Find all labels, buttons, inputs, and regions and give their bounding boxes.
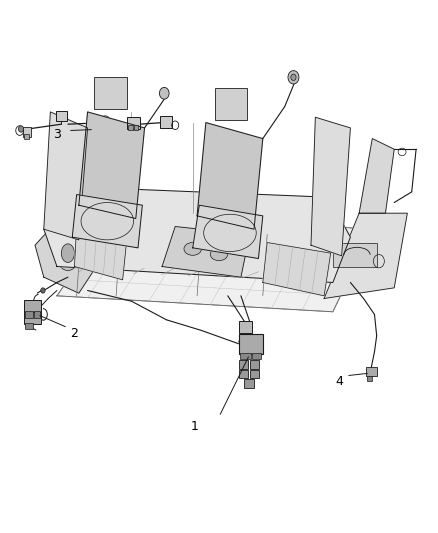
Bar — [250, 360, 259, 369]
Bar — [24, 312, 41, 324]
Polygon shape — [79, 112, 145, 219]
Bar — [25, 323, 33, 329]
Bar — [366, 367, 377, 376]
Ellipse shape — [210, 248, 228, 261]
Bar — [94, 77, 127, 109]
Polygon shape — [35, 221, 96, 293]
Text: 1: 1 — [191, 420, 199, 433]
Bar — [23, 127, 31, 137]
Bar — [244, 379, 254, 388]
Bar — [250, 370, 259, 378]
Bar — [24, 300, 41, 312]
Bar — [333, 243, 377, 266]
Bar — [367, 376, 372, 381]
Bar — [160, 116, 172, 128]
Bar — [25, 311, 33, 318]
Bar — [252, 353, 261, 359]
Bar — [239, 321, 252, 333]
Bar — [134, 125, 138, 130]
Bar — [215, 88, 247, 120]
Text: 4: 4 — [336, 375, 343, 387]
Polygon shape — [263, 243, 331, 296]
Ellipse shape — [291, 74, 296, 80]
Polygon shape — [44, 187, 350, 282]
Polygon shape — [57, 213, 372, 312]
Ellipse shape — [18, 126, 24, 132]
Polygon shape — [359, 139, 394, 213]
Ellipse shape — [61, 244, 74, 263]
Ellipse shape — [41, 288, 45, 293]
Bar — [239, 334, 263, 354]
Polygon shape — [197, 123, 263, 229]
Text: 3: 3 — [53, 128, 61, 141]
Bar — [24, 134, 29, 139]
Bar — [34, 311, 40, 318]
Bar — [240, 353, 251, 359]
Polygon shape — [324, 213, 407, 298]
Bar — [128, 125, 133, 130]
Ellipse shape — [184, 243, 201, 255]
Polygon shape — [74, 227, 127, 280]
Ellipse shape — [159, 87, 169, 99]
Polygon shape — [311, 117, 350, 256]
Bar — [239, 370, 248, 378]
Polygon shape — [44, 112, 88, 240]
Polygon shape — [193, 205, 263, 259]
Polygon shape — [72, 195, 142, 248]
Text: 2: 2 — [71, 327, 78, 340]
Polygon shape — [162, 227, 250, 277]
Ellipse shape — [288, 70, 299, 84]
Bar — [56, 111, 67, 121]
Ellipse shape — [56, 236, 80, 271]
Bar — [127, 117, 140, 129]
Bar — [239, 360, 248, 369]
